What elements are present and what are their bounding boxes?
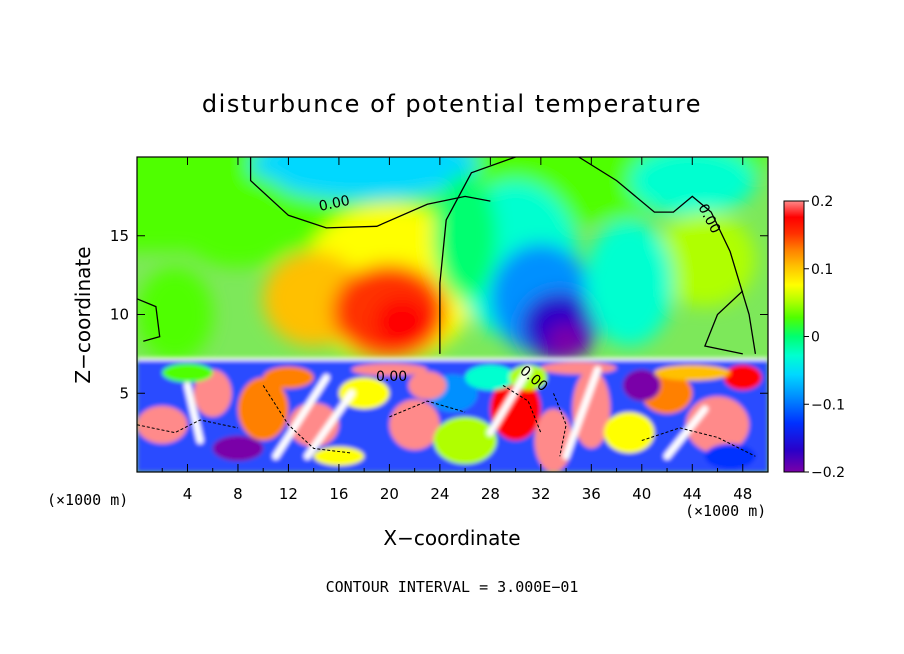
field-patch [263, 366, 314, 389]
x-tick-label: 28 [481, 485, 500, 503]
y-axis-label: Z−coordinate [71, 246, 95, 383]
field-streak [272, 374, 330, 460]
contour-label: 0.00 [376, 369, 407, 385]
field-patch [622, 369, 661, 402]
x-tick-label: 16 [329, 485, 348, 503]
field-patch [374, 297, 430, 348]
field-patch [465, 364, 516, 391]
x-tick-label: 12 [279, 485, 298, 503]
contour-line [578, 157, 757, 355]
field-patch [704, 443, 756, 469]
layer-top-edge [137, 357, 768, 361]
contour-line [262, 385, 352, 454]
upper-field [137, 157, 768, 362]
field-patch [629, 157, 756, 216]
contour-line [704, 290, 744, 355]
contour-line [137, 298, 161, 342]
field-patch [408, 371, 447, 400]
field-patch [137, 267, 213, 362]
field-patch [723, 364, 762, 391]
contour-label: 0.00 [318, 193, 352, 215]
field-patch [212, 435, 264, 461]
field-patch [174, 172, 302, 268]
y-tick-label: 10 [110, 306, 129, 324]
x-axis-label: X−coordinate [383, 526, 520, 550]
x-tick-label: 32 [531, 485, 550, 503]
field-patch [162, 363, 213, 383]
field-patch [490, 377, 541, 441]
colorbar-ticks: 0.2 0.1 0 −0.1 −0.2 [804, 194, 845, 481]
field-streak [183, 381, 204, 444]
field-patch [389, 399, 440, 450]
field-patch [547, 323, 586, 359]
x-axis: 4 8 12 16 20 24 28 32 36 40 44 48 [161, 157, 752, 503]
x-tick-label: 40 [632, 485, 651, 503]
contour-line [641, 427, 756, 457]
field-patch [540, 361, 617, 375]
contour-line [389, 400, 466, 418]
field-patch [313, 446, 365, 466]
x-tick-label: 44 [683, 485, 702, 503]
colorbar: 0.2 0.1 0 −0.1 −0.2 [783, 194, 845, 481]
field-streak [663, 405, 709, 460]
contour-line [502, 384, 542, 433]
colorbar-ramp [783, 200, 805, 473]
field-streak [486, 366, 532, 437]
x-tick-label: 4 [183, 485, 193, 503]
colorbar-tick-label: 0.1 [811, 262, 833, 278]
field-patch [603, 412, 655, 454]
contour-line [439, 157, 516, 354]
field-streak [303, 389, 356, 460]
field-patch [654, 364, 731, 381]
field-patch [534, 409, 573, 472]
contour-lines [137, 157, 757, 457]
y-axis: 5 10 15 [110, 227, 768, 402]
colorbar-tick-label: −0.1 [811, 397, 845, 413]
field-patch [351, 363, 428, 376]
plot-area [137, 157, 768, 472]
y-tick-label: 15 [110, 227, 129, 245]
x-unit-label-left: (×1000 m) [47, 491, 128, 509]
x-tick-label: 48 [733, 485, 752, 503]
field-patch [193, 369, 232, 417]
field-patch [585, 220, 674, 346]
colorbar-tick-label: −0.2 [811, 465, 845, 481]
field-patch [572, 369, 611, 449]
field-patch [250, 157, 478, 200]
contour-line [553, 393, 567, 457]
lower-field [137, 357, 768, 472]
field-patch [237, 377, 289, 441]
x-tick-label: 20 [380, 485, 399, 503]
x-unit-label-right: (×1000 m) [685, 502, 766, 520]
x-tick-label: 24 [430, 485, 449, 503]
colorbar-tick-label: 0.2 [811, 194, 833, 210]
field-patch [137, 405, 188, 444]
chart-title: disturbunce of potential temperature [202, 90, 702, 118]
contour-interval: CONTOUR INTERVAL = 3.000E−01 [326, 578, 579, 596]
field-streak [562, 366, 602, 460]
x-tick-label: 36 [582, 485, 601, 503]
field-patch [433, 172, 497, 299]
field-patch [338, 377, 390, 409]
contour-line [137, 419, 239, 434]
x-tick-label: 8 [233, 485, 243, 503]
y-tick-label: 5 [119, 384, 129, 402]
colorbar-tick-label: 0 [811, 330, 820, 346]
field-patch [654, 212, 756, 307]
field-patch [433, 416, 497, 465]
